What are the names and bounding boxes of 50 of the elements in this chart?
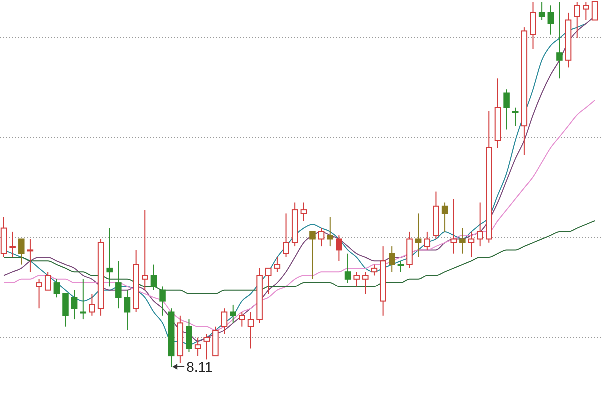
candlestick	[89, 294, 96, 316]
candlestick	[362, 272, 369, 294]
candlestick	[354, 272, 360, 288]
candlestick	[194, 337, 202, 357]
candlestick	[283, 213, 290, 258]
candlestick	[398, 260, 404, 273]
candlestick	[62, 294, 69, 328]
candlestick	[460, 228, 466, 254]
candlestick	[10, 231, 16, 258]
candlestick	[248, 312, 254, 350]
candlestick	[548, 5, 554, 36]
candlestick	[116, 260, 122, 310]
candlestick	[204, 334, 210, 360]
candlestick	[71, 290, 78, 320]
candlestick	[310, 231, 316, 280]
candlestick	[388, 246, 396, 273]
candlestick	[239, 312, 246, 328]
candlestick	[512, 107, 519, 127]
candlestick	[150, 264, 158, 291]
candlestick	[266, 268, 272, 294]
candlestick	[230, 304, 236, 324]
candlestick	[442, 202, 448, 232]
candlestick	[538, 2, 546, 21]
candlestick	[415, 213, 422, 258]
candlestick	[124, 290, 131, 331]
candlestick	[344, 253, 352, 284]
candlestick	[36, 278, 42, 310]
candlestick	[424, 231, 431, 251]
candlestick	[318, 228, 325, 248]
candlestick	[504, 89, 510, 130]
candlestick	[44, 272, 52, 291]
candlestick	[186, 319, 192, 353]
candlestick	[556, 2, 563, 80]
candlestick	[450, 198, 457, 254]
candlestick	[54, 278, 60, 298]
candlestick	[18, 238, 25, 266]
candlestick	[468, 231, 475, 258]
candlestick	[300, 202, 308, 222]
annotation: 8.11	[186, 359, 214, 375]
candlestick	[274, 257, 281, 273]
candlestick	[336, 235, 342, 262]
candlestick	[160, 286, 166, 316]
candlestick	[477, 202, 484, 248]
candlestick	[327, 216, 334, 248]
candlestick	[371, 264, 378, 276]
candlestick	[27, 238, 34, 273]
candlestick	[106, 228, 113, 288]
candlestick	[221, 308, 228, 335]
candlestick	[80, 278, 87, 320]
candlestick	[142, 210, 148, 291]
